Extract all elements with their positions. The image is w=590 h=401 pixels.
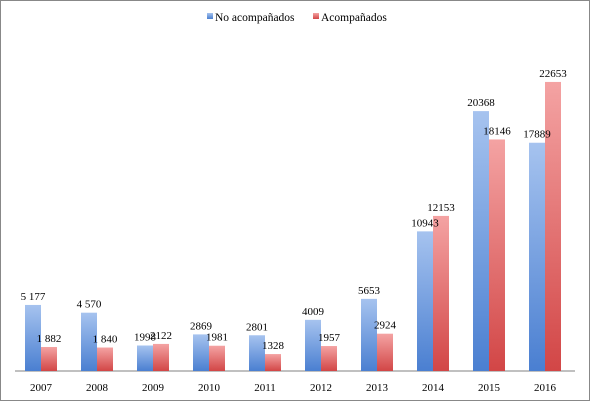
value-label-no-acompanados-2014: 10943 [411, 217, 439, 229]
value-label-acompanados-2008: 1 840 [93, 334, 118, 346]
bar-no-acompanados-2011 [249, 335, 265, 371]
bar-no-acompanados-2015 [473, 111, 489, 372]
bars-group [25, 81, 561, 372]
bar-acompanados-2008 [97, 347, 113, 371]
x-tick-label-2013: 2013 [366, 382, 389, 394]
value-label-acompanados-2013: 2924 [374, 320, 397, 332]
bar-acompanados-2013 [377, 333, 393, 371]
bar-no-acompanados-2013 [361, 298, 377, 371]
x-tick-label-2016: 2016 [534, 382, 557, 394]
bar-no-acompanados-2009 [137, 345, 153, 371]
x-tick-label-2011: 2011 [254, 382, 276, 394]
value-label-acompanados-2011: 1328 [262, 340, 285, 352]
value-label-no-acompanados-2016: 17889 [523, 129, 551, 141]
value-label-no-acompanados-2007: 5 177 [21, 291, 46, 303]
x-tick-label-2010: 2010 [198, 382, 221, 394]
x-tick-label-2015: 2015 [478, 382, 501, 394]
legend-swatch-acompanados [313, 13, 319, 19]
bar-no-acompanados-2007 [25, 304, 41, 371]
x-tick-label-2008: 2008 [86, 382, 109, 394]
x-tick-label-2014: 2014 [422, 382, 445, 394]
legend: No acompañados Acompañados [207, 12, 387, 24]
value-label-acompanados-2015: 18146 [483, 125, 511, 137]
x-tick-labels-group: 2007 2008 2009 2010 2011 2012 2013 2014 2015 2016 [30, 382, 557, 394]
value-label-acompanados-2009: 2122 [150, 330, 172, 342]
value-label-no-acompanados-2008: 4 570 [77, 299, 102, 311]
bar-acompanados-2012 [321, 346, 337, 371]
bar-acompanados-2011 [265, 354, 281, 371]
legend-label-no-acompanados: No acompañados [215, 12, 295, 24]
x-tick-label-2007: 2007 [30, 382, 53, 394]
x-tick-label-2009: 2009 [142, 382, 165, 394]
value-label-acompanados-2007: 1 882 [37, 333, 62, 345]
value-label-acompanados-2012: 1957 [318, 332, 341, 344]
bar-no-acompanados-2008 [81, 312, 97, 371]
bar-no-acompanados-2016 [529, 142, 545, 371]
bar-no-acompanados-2014 [417, 231, 433, 371]
value-label-no-acompanados-2015: 20368 [467, 97, 495, 109]
value-label-acompanados-2016: 22653 [539, 68, 567, 80]
bar-no-acompanados-2010 [193, 334, 209, 371]
bar-acompanados-2016 [545, 81, 561, 371]
value-label-no-acompanados-2013: 5653 [358, 285, 381, 297]
bar-acompanados-2014 [433, 215, 449, 371]
value-label-acompanados-2010: 1981 [206, 332, 228, 344]
bar-acompanados-2007 [41, 346, 57, 371]
value-label-no-acompanados-2010: 2869 [190, 320, 213, 332]
value-label-no-acompanados-2009: 1998 [134, 332, 157, 344]
value-label-acompanados-2014: 12153 [427, 202, 455, 214]
bar-acompanados-2015 [489, 139, 505, 371]
bar-acompanados-2009 [153, 343, 169, 371]
value-label-no-acompanados-2011: 2801 [246, 321, 268, 333]
value-label-no-acompanados-2012: 4009 [302, 306, 325, 318]
x-tick-label-2012: 2012 [310, 382, 332, 394]
bar-acompanados-2010 [209, 345, 225, 371]
legend-label-acompanados: Acompañados [321, 12, 387, 24]
bar-no-acompanados-2012 [305, 319, 321, 371]
legend-swatch-no-acompanados [207, 13, 213, 19]
